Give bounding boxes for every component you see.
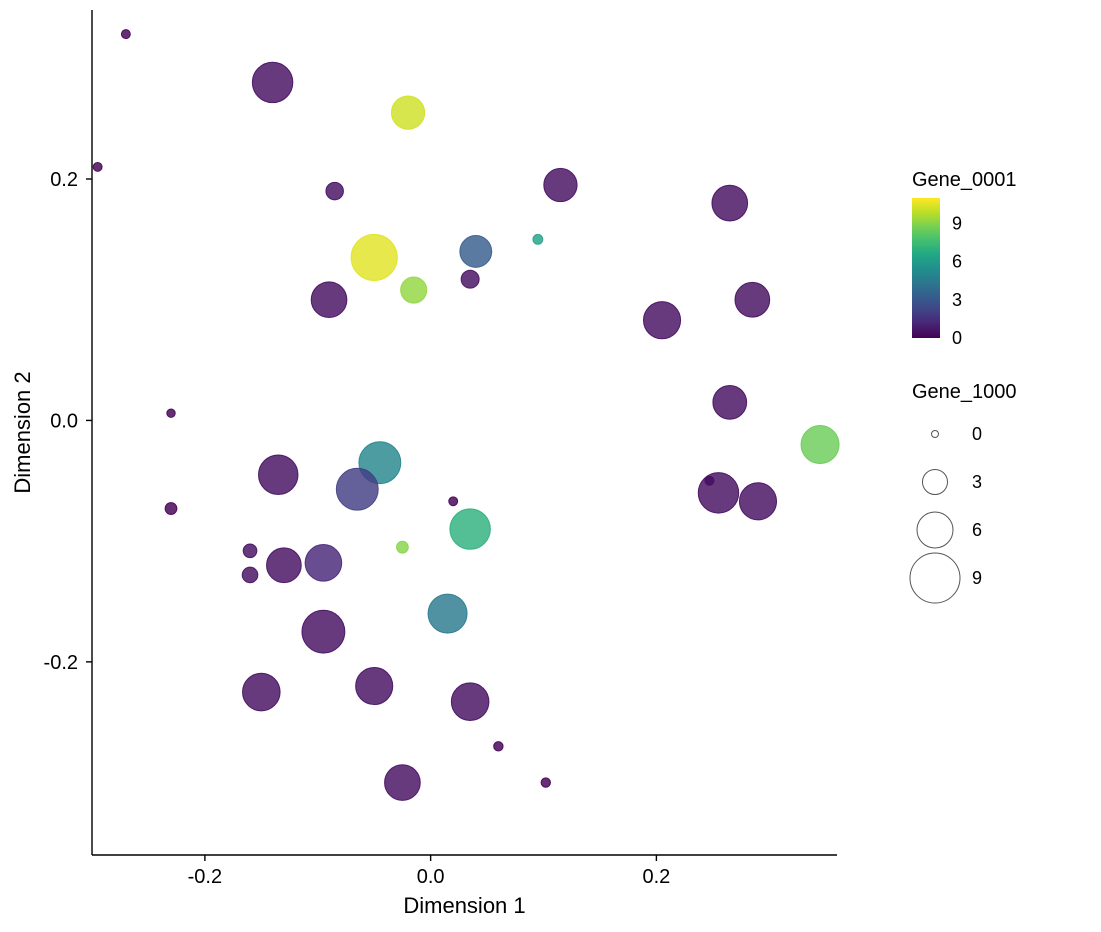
data-point: [739, 483, 776, 520]
data-point: [451, 683, 489, 721]
data-point: [302, 610, 345, 653]
color-legend-tick-label: 6: [952, 252, 962, 272]
data-point: [242, 567, 258, 583]
data-point: [259, 455, 298, 494]
data-point: [494, 742, 503, 751]
data-point: [356, 667, 393, 704]
data-point: [267, 548, 302, 583]
data-point: [713, 385, 747, 419]
data-point: [311, 282, 347, 318]
data-point: [533, 234, 543, 244]
data-point: [401, 277, 427, 303]
x-tick-label: 0.0: [417, 866, 445, 888]
data-point: [243, 544, 257, 558]
data-point: [449, 497, 458, 506]
size-legend-label: 3: [972, 472, 982, 492]
x-tick-label: -0.2: [188, 866, 222, 888]
scatter-plot: -0.2 0.0 0.2 -0.2 0.0 0.2 Dimension 1 Dimension…: [0, 0, 1101, 927]
color-legend-bar: [912, 198, 940, 338]
data-point: [461, 270, 479, 288]
data-point: [460, 236, 492, 268]
data-point: [397, 541, 409, 553]
color-legend-tick-label: 0: [952, 328, 962, 348]
data-point: [428, 594, 467, 633]
data-point: [121, 30, 130, 39]
data-point: [643, 302, 680, 339]
y-tick-label: 0.0: [50, 410, 78, 432]
y-tick-label: 0.2: [50, 169, 78, 191]
color-legend-tick-label: 9: [952, 213, 962, 233]
plot-background: [0, 0, 1101, 927]
data-point: [93, 162, 102, 171]
color-legend-tick-label: 3: [952, 290, 962, 310]
data-point: [712, 185, 748, 221]
data-point: [450, 509, 490, 549]
data-point: [391, 96, 424, 129]
y-tick-label: -0.2: [44, 652, 78, 674]
data-point: [326, 182, 344, 200]
size-legend-label: 0: [972, 424, 982, 444]
color-legend-title: Gene_0001: [912, 169, 1017, 191]
size-legend-label: 6: [972, 520, 982, 540]
data-point: [735, 282, 770, 317]
data-point: [698, 473, 738, 513]
size-legend-label: 9: [972, 568, 982, 588]
data-point: [544, 168, 577, 201]
data-point: [385, 765, 421, 801]
data-point: [351, 234, 397, 280]
data-point: [541, 778, 550, 787]
x-axis-title: Dimension 1: [403, 893, 525, 918]
data-point: [305, 545, 342, 582]
x-tick-label: 0.2: [642, 866, 670, 888]
data-point: [243, 673, 281, 711]
data-point: [165, 503, 177, 515]
data-point: [801, 426, 839, 464]
data-point: [336, 468, 378, 510]
chart-stage: -0.2 0.0 0.2 -0.2 0.0 0.2 Dimension 1 Dimension…: [0, 0, 1101, 927]
y-axis-title: Dimension 2: [10, 371, 35, 493]
data-point: [252, 62, 292, 102]
size-legend-title: Gene_1000: [912, 381, 1017, 403]
data-point: [167, 409, 175, 417]
